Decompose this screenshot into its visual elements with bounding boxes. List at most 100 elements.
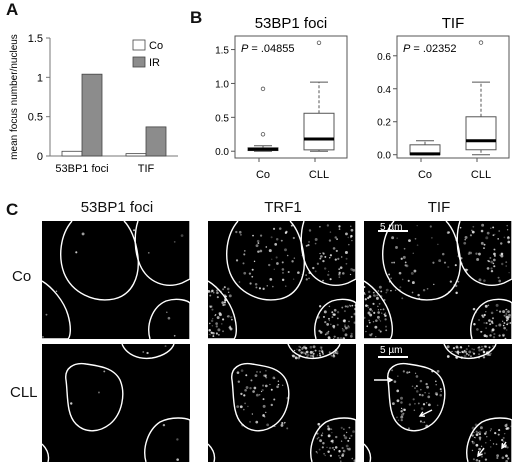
focus-spot [231, 318, 233, 321]
focus-spot [498, 334, 501, 337]
focus-spot [349, 305, 352, 307]
focus-spot [350, 434, 353, 437]
focus-spot [345, 232, 348, 236]
focus-spot [483, 350, 486, 353]
focus-spot [471, 229, 473, 232]
focus-spot [472, 441, 475, 445]
focus-spot [417, 293, 420, 297]
focus-spot [460, 257, 463, 260]
focus-spot [319, 346, 323, 349]
focus-spot [285, 285, 287, 287]
focus-spot [502, 440, 505, 443]
focus-spot [484, 345, 487, 348]
focus-spot [464, 238, 467, 241]
focus-spot [259, 371, 261, 373]
focus-spot [425, 424, 429, 428]
outlier-point [316, 40, 322, 45]
focus-spot [375, 296, 379, 300]
focus-spot [505, 308, 507, 311]
focus-spot [328, 319, 331, 322]
focus-spot [305, 244, 308, 247]
focus-spot [490, 267, 493, 270]
focus-spot [312, 350, 314, 353]
focus-spot [502, 335, 505, 337]
focus-spot [42, 335, 44, 338]
y-tick-label: 1 [37, 72, 43, 84]
focus-spot [334, 236, 337, 239]
focus-spot [489, 257, 492, 259]
focus-spot [420, 407, 424, 410]
focus-spot [176, 458, 179, 461]
focus-spot [381, 312, 383, 314]
focus-spot [505, 423, 508, 426]
focus-spot [481, 345, 483, 348]
focus-spot [376, 315, 380, 319]
focus-spot [439, 388, 442, 391]
focus-spot [493, 332, 496, 336]
focus-spot [345, 262, 348, 265]
focus-spot [326, 425, 330, 428]
focus-spot [469, 251, 472, 255]
focus-spot [236, 371, 240, 375]
focus-spot [167, 316, 171, 320]
focus-spot [320, 255, 323, 258]
focus-spot [261, 388, 264, 392]
bar-ir-0 [81, 73, 103, 157]
focus-spot [434, 380, 437, 383]
focus-spot [223, 286, 226, 289]
focus-spot [426, 385, 429, 389]
focus-spot [350, 225, 352, 227]
outlier-point [260, 86, 266, 92]
focus-spot [251, 268, 254, 271]
focus-spot [281, 261, 284, 264]
focus-spot [347, 325, 350, 329]
focus-spot [378, 319, 380, 321]
focus-spot [227, 291, 230, 294]
focus-spot [333, 308, 337, 312]
focus-spot [506, 229, 509, 231]
arrow-head [418, 411, 426, 417]
focus-spot [210, 319, 214, 323]
focus-spot [347, 236, 350, 239]
focus-spot [400, 418, 403, 422]
focus-spot [281, 278, 285, 282]
focus-spot [340, 426, 343, 429]
focus-spot [455, 356, 458, 359]
focus-spot [331, 447, 334, 449]
focus-spot [404, 264, 407, 267]
focus-spot [245, 386, 249, 389]
focus-spot [492, 345, 494, 348]
focus-spot [348, 304, 351, 306]
focus-spot [215, 325, 218, 328]
focus-spot [292, 278, 295, 280]
focus-spot [485, 327, 487, 329]
focus-spot [301, 273, 303, 276]
x-category-label: TIF [138, 163, 155, 175]
focus-spot [481, 315, 485, 319]
focus-spot [495, 443, 498, 446]
focus-spot [270, 236, 273, 239]
focus-spot [414, 387, 416, 390]
focus-spot [316, 354, 319, 356]
y-tick-label: 0.5 [215, 113, 229, 124]
focus-spot [344, 333, 348, 337]
focus-spot [415, 385, 418, 388]
focus-spot [345, 326, 348, 330]
focus-spot [223, 301, 226, 304]
cell-outline [314, 298, 356, 339]
focus-spot [505, 329, 508, 331]
focus-spot [272, 376, 276, 380]
focus-spot [312, 352, 315, 355]
row-label-co: Co [12, 268, 32, 285]
focus-spot [249, 282, 252, 285]
focus-spot [492, 317, 494, 320]
focus-spot [457, 280, 460, 283]
focus-spot [492, 226, 495, 229]
micrograph-co-tif: 5 µm [364, 221, 512, 339]
focus-spot [348, 243, 350, 246]
focus-spot [385, 329, 388, 332]
focus-spot [364, 293, 366, 295]
focus-spot [396, 389, 400, 393]
focus-spot [478, 357, 480, 359]
focus-spot [276, 262, 279, 265]
